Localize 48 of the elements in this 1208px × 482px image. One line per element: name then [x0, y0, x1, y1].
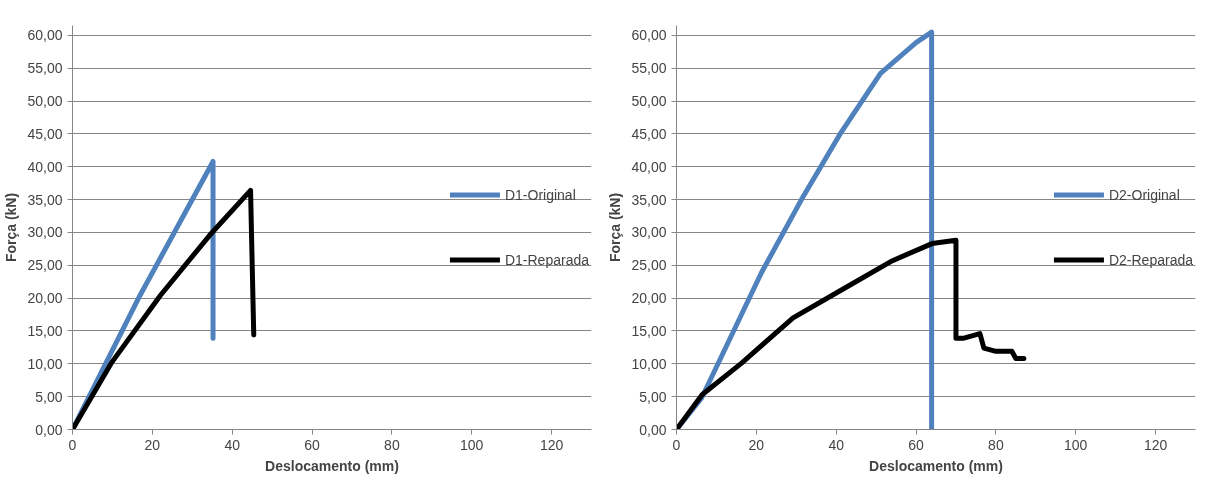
y-tick-label: 40,00	[631, 158, 667, 175]
y-axis-title: Força (kN)	[3, 192, 20, 263]
legend-label: D2-Original	[1108, 186, 1180, 203]
x-tick-label: 0	[68, 436, 77, 453]
x-axis-title: Deslocamento (mm)	[869, 457, 1003, 474]
x-tick-label: 100	[1064, 436, 1088, 453]
y-tick-label: 50,00	[631, 93, 667, 110]
y-tick-label: 0,00	[35, 421, 63, 438]
y-tick-label: 5,00	[639, 388, 667, 405]
y-tick-label: 55,00	[27, 60, 63, 77]
x-tick-label: 60	[908, 436, 925, 453]
x-axis-title: Deslocamento (mm)	[265, 457, 399, 474]
legend-label: D1-Original	[504, 186, 576, 203]
x-tick-label: 120	[539, 436, 564, 453]
y-tick-label: 60,00	[27, 27, 63, 44]
x-tick-label: 60	[304, 436, 321, 453]
y-tick-label: 25,00	[27, 257, 63, 274]
legend-label: D1-Reparada	[504, 251, 589, 268]
x-tick-label: 80	[988, 436, 1004, 453]
y-tick-label: 30,00	[27, 224, 63, 241]
x-tick-label: 100	[460, 436, 484, 453]
y-tick-label: 20,00	[27, 290, 63, 307]
y-tick-label: 10,00	[27, 355, 63, 372]
y-tick-label: 30,00	[631, 224, 667, 241]
x-tick-label: 20	[144, 436, 161, 453]
x-tick-label: 120	[1143, 436, 1168, 453]
x-tick-label: 0	[672, 436, 681, 453]
y-tick-label: 45,00	[27, 125, 63, 142]
y-tick-label: 60,00	[631, 27, 667, 44]
x-tick-label: 80	[384, 436, 400, 453]
y-tick-label: 10,00	[631, 355, 667, 372]
x-tick-label: 20	[748, 436, 765, 453]
y-tick-label: 45,00	[631, 125, 667, 142]
y-tick-label: 35,00	[631, 191, 667, 208]
y-tick-label: 35,00	[27, 191, 63, 208]
y-tick-label: 15,00	[631, 322, 667, 339]
y-tick-label: 40,00	[27, 158, 63, 175]
y-tick-label: 55,00	[631, 60, 667, 77]
y-tick-label: 20,00	[631, 290, 667, 307]
y-tick-label: 25,00	[631, 257, 667, 274]
y-tick-label: 0,00	[639, 421, 667, 438]
y-axis-title: Força (kN)	[607, 192, 624, 263]
x-tick-label: 40	[828, 436, 845, 453]
y-tick-label: 15,00	[27, 322, 63, 339]
y-tick-label: 50,00	[27, 93, 63, 110]
x-tick-label: 40	[224, 436, 241, 453]
y-tick-label: 5,00	[35, 388, 63, 405]
legend-label: D2-Reparada	[1108, 251, 1193, 268]
